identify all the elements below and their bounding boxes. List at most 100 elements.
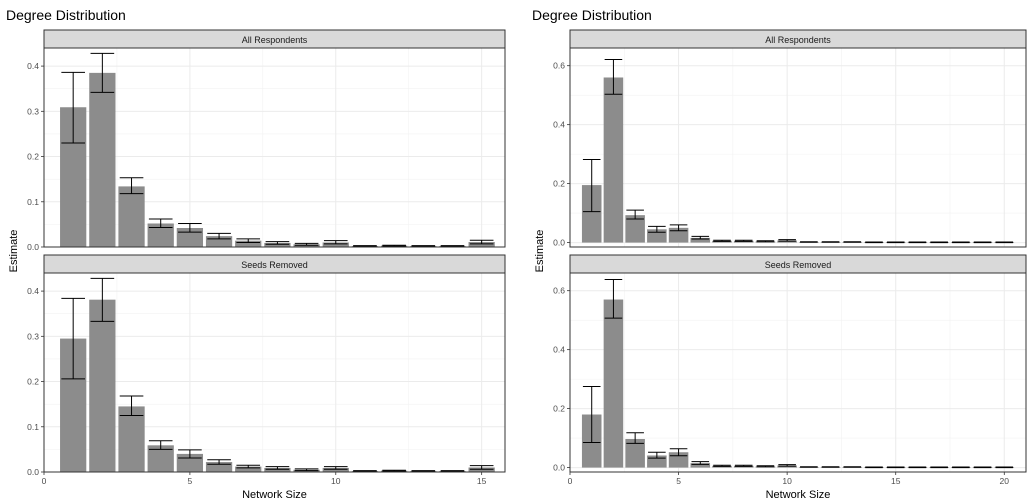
facet-strip-label: All Respondents xyxy=(765,35,831,45)
x-tick-label: 5 xyxy=(188,476,193,486)
error-bar-size-14 xyxy=(865,241,883,244)
error-bar-size-4 xyxy=(648,225,666,233)
error-bar-size-15 xyxy=(886,466,905,469)
error-bar-size-5 xyxy=(178,222,202,233)
error-bar-size-18 xyxy=(952,466,970,469)
facet-panel-all-respondents: All Respondents 0.0 0.1 0.2 0.3 0.4 xyxy=(27,29,506,252)
error-bar-size-3 xyxy=(119,395,144,416)
bar-size-10 xyxy=(322,467,349,472)
error-bar-size-20 xyxy=(995,241,1014,244)
error-bar-size-9 xyxy=(294,468,319,472)
bar-size-3 xyxy=(118,406,145,472)
x-tick-label: 10 xyxy=(331,476,341,486)
error-bar-size-5 xyxy=(669,448,688,457)
chart-title: Degree Distribution xyxy=(532,7,652,23)
error-bar-size-8 xyxy=(265,466,290,470)
bar-size-2 xyxy=(89,72,116,247)
y-tick-label: 0.3 xyxy=(27,331,39,341)
error-bar-size-8 xyxy=(734,464,753,467)
error-bar-size-3 xyxy=(626,432,644,444)
y-tick-label: 0.1 xyxy=(27,197,39,207)
x-axis-label: Network Size xyxy=(242,489,307,501)
x-axis-label: Network Size xyxy=(766,489,831,501)
error-bar-size-16 xyxy=(908,241,927,244)
error-bar-size-4 xyxy=(648,451,666,459)
bar-size-8 xyxy=(264,467,291,472)
error-bar-size-15 xyxy=(469,465,494,470)
error-bar-size-2 xyxy=(90,52,115,93)
error-bar-size-12 xyxy=(821,466,840,468)
facet-panel-all-respondents: All Respondents 0.0 0.2 0.4 0.6 xyxy=(553,29,1027,248)
x-tick-label: 15 xyxy=(891,476,901,486)
error-bar-size-4 xyxy=(148,440,173,450)
bar-size-7 xyxy=(235,240,262,247)
bar-size-8 xyxy=(264,242,291,247)
error-bar-size-1 xyxy=(582,158,601,213)
y-tick-label: 0.0 xyxy=(553,238,565,248)
error-bar-size-9 xyxy=(294,242,319,246)
facet-strip-label: Seeds Removed xyxy=(241,260,308,270)
bar-size-5 xyxy=(668,227,689,243)
y-tick-label: 0.6 xyxy=(553,286,565,296)
error-bar-size-19 xyxy=(973,241,992,244)
degree-distribution-chart-right: Degree Distribution All Respondents 0.0 0.2… xyxy=(532,7,1027,501)
y-tick-label: 0.2 xyxy=(27,377,39,387)
error-bar-size-5 xyxy=(669,224,688,232)
bar-size-4 xyxy=(147,223,174,247)
y-tick-label: 0.0 xyxy=(553,463,565,473)
chart-title: Degree Distribution xyxy=(6,7,126,23)
error-bar-size-12 xyxy=(382,244,406,247)
error-bar-size-11 xyxy=(800,466,818,468)
error-bar-size-8 xyxy=(734,239,753,242)
error-bar-size-1 xyxy=(582,386,601,444)
error-bar-size-13 xyxy=(411,470,436,473)
error-bar-size-10 xyxy=(323,240,348,245)
x-tick-label: 10 xyxy=(782,476,792,486)
bar-size-6 xyxy=(205,462,233,472)
panel-border xyxy=(569,272,1027,473)
x-tick-label: 5 xyxy=(676,476,681,486)
y-axis-label: Estimate xyxy=(534,230,546,273)
facet-panel-seeds-removed: Seeds Removed 0.0 0.1 0.2 0.3 0.4 xyxy=(27,254,506,477)
error-bar-size-11 xyxy=(800,241,818,243)
error-bar-size-7 xyxy=(236,464,261,469)
error-bar-size-12 xyxy=(821,241,840,243)
bar-size-7 xyxy=(235,466,262,472)
y-axis-label: Estimate xyxy=(8,230,20,273)
bar-size-3 xyxy=(118,186,145,247)
error-bar-size-10 xyxy=(323,466,348,470)
error-bar-size-14 xyxy=(440,245,465,248)
bar-size-2 xyxy=(603,299,624,468)
bar-size-6 xyxy=(205,236,233,247)
error-bar-size-14 xyxy=(865,466,883,469)
bar-size-1 xyxy=(581,185,602,243)
y-tick-label: 0.4 xyxy=(27,286,39,296)
error-bar-size-17 xyxy=(930,466,948,469)
y-tick-label: 0.0 xyxy=(27,467,39,477)
error-bar-size-1 xyxy=(61,297,85,380)
error-bar-size-17 xyxy=(930,241,948,244)
error-bar-size-13 xyxy=(411,245,436,248)
error-bar-size-20 xyxy=(995,466,1014,469)
panel-border xyxy=(569,47,1027,248)
error-bar-size-2 xyxy=(90,277,115,322)
x-tick-label: 20 xyxy=(1000,476,1010,486)
error-bar-size-15 xyxy=(886,241,905,244)
error-bar-size-11 xyxy=(353,245,377,248)
error-bar-size-3 xyxy=(626,209,644,220)
error-bar-size-12 xyxy=(382,469,406,472)
y-tick-label: 0.3 xyxy=(27,106,39,116)
y-tick-label: 0.0 xyxy=(27,242,39,252)
panel-border xyxy=(43,272,506,473)
error-bar-size-6 xyxy=(691,461,710,465)
error-bar-size-2 xyxy=(604,58,623,95)
error-bar-size-6 xyxy=(207,459,231,465)
bar-size-6 xyxy=(690,237,711,243)
y-tick-label: 0.6 xyxy=(553,61,565,71)
error-bar-size-4 xyxy=(148,218,173,229)
panel-border xyxy=(43,47,506,248)
error-bar-size-3 xyxy=(119,177,144,195)
error-bar-size-9 xyxy=(756,465,775,468)
facet-strip-label: All Respondents xyxy=(242,35,308,45)
